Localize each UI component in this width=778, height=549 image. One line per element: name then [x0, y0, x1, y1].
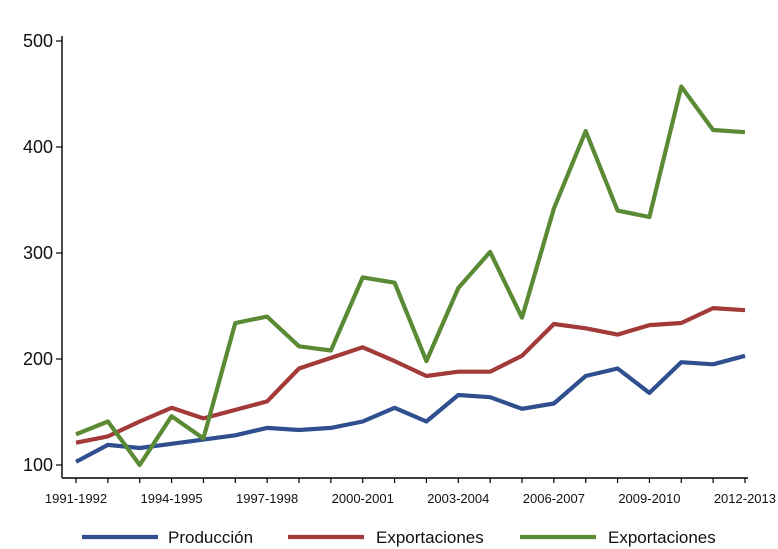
x-tick-label: 2006-2007: [523, 491, 585, 506]
y-tick-label: 100: [23, 455, 53, 475]
x-tick-label: 1997-1998: [236, 491, 298, 506]
legend: Producción Exportaciones Exportaciones: [82, 528, 716, 547]
legend-item-1: Producción: [82, 528, 253, 547]
x-tick-label: 2012-2013: [714, 491, 776, 506]
y-tick-label: 200: [23, 349, 53, 369]
legend-label: Exportaciones: [376, 528, 484, 547]
x-tick-label: 1994-1995: [140, 491, 202, 506]
y-tick-label: 400: [23, 137, 53, 157]
series-line-3: [75, 84, 746, 468]
y-tick-label: 300: [23, 243, 53, 263]
legend-item-2: Exportaciones: [288, 528, 484, 547]
series-line-2: [75, 306, 746, 445]
series-line-1: [75, 353, 746, 464]
x-tick-label: 2000-2001: [332, 491, 394, 506]
legend-label: Producción: [168, 528, 253, 547]
legend-label: Exportaciones: [608, 528, 716, 547]
x-tick-label: 1991-1992: [45, 491, 107, 506]
axes: 100 200 300 400 500 1991-1992 1994-1995 1997-19…: [23, 31, 776, 506]
x-tick-label: 2009-2010: [618, 491, 680, 506]
x-tick-label: 2003-2004: [427, 491, 489, 506]
series-lines: [75, 84, 746, 468]
legend-item-3: Exportaciones: [520, 528, 716, 547]
y-tick-label: 500: [23, 31, 53, 51]
